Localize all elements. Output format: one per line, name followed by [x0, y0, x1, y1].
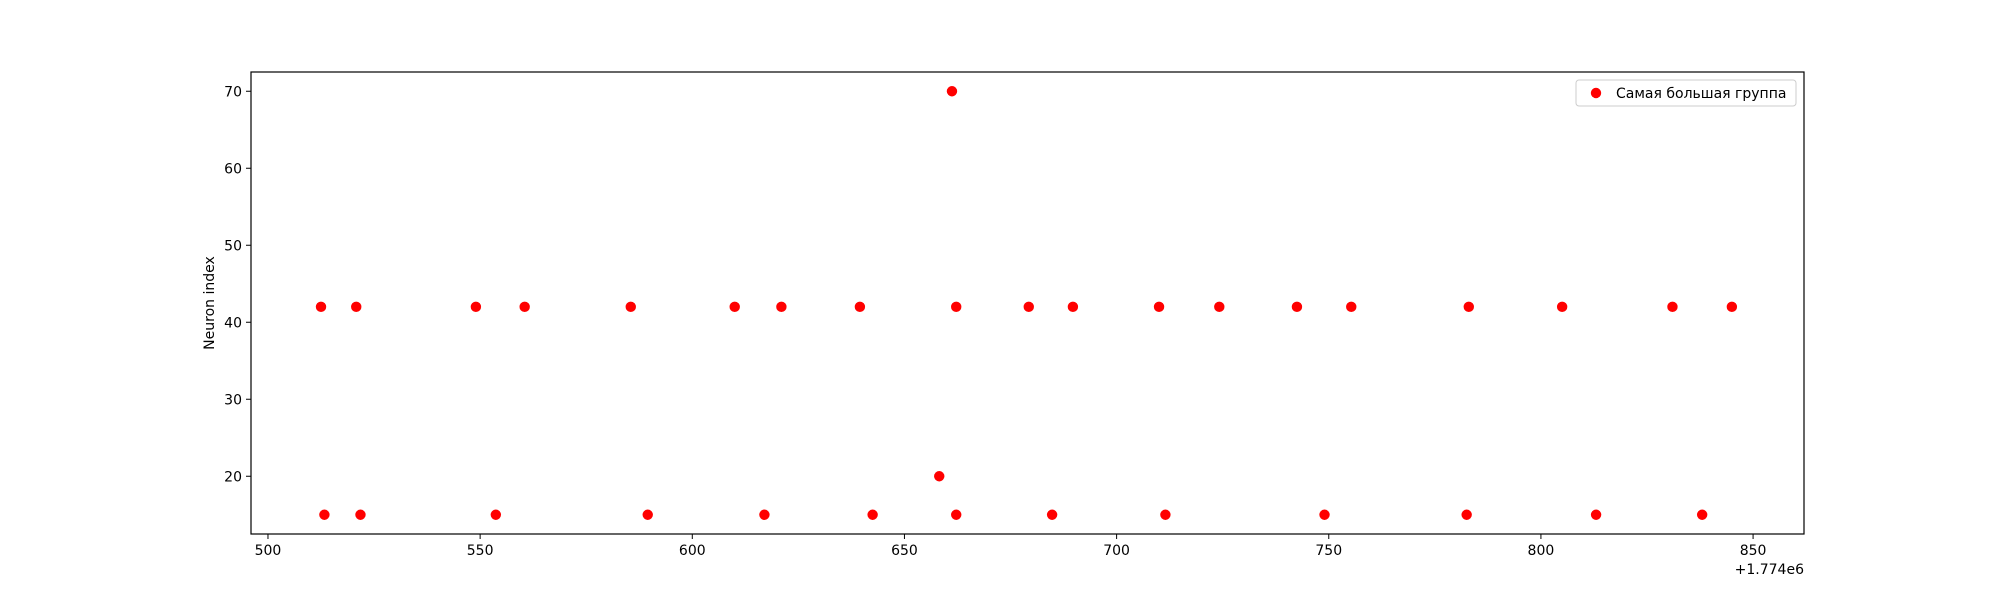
data-point: [470, 301, 482, 313]
axes-layer: 500 550 600 650 700 750 800 850 20 30 40 50 60 70: [224, 71, 1805, 559]
data-point: [315, 301, 327, 313]
data-point: [946, 86, 958, 97]
y-tick-label: 70: [224, 84, 242, 100]
x-axis-offset-label: +1.774e6: [1735, 562, 1804, 578]
data-point: [1590, 509, 1602, 520]
data-point: [1346, 301, 1357, 313]
x-tick-label: 850: [1740, 543, 1767, 559]
x-tick-label: 750: [1315, 543, 1342, 559]
y-tick-label: 20: [224, 469, 242, 485]
data-point: [1160, 509, 1171, 520]
data-point: [351, 301, 362, 313]
data-point: [1556, 301, 1568, 313]
data-point: [642, 509, 653, 520]
data-point: [319, 509, 330, 520]
data-point: [1667, 301, 1678, 313]
data-point: [1067, 301, 1079, 313]
data-point: [625, 301, 636, 313]
data-point: [1726, 301, 1738, 313]
data-point: [490, 509, 502, 520]
y-tick-label: 60: [224, 161, 242, 177]
data-point: [1153, 301, 1165, 313]
data-point: [1023, 301, 1034, 313]
data-point: [1214, 301, 1225, 313]
x-tick-label: 800: [1528, 543, 1555, 559]
data-point: [934, 471, 945, 482]
data-point: [867, 509, 878, 520]
legend-marker: [1590, 87, 1602, 99]
x-tick-label: 600: [679, 543, 706, 559]
y-tick-label: 30: [224, 392, 242, 408]
legend-box: [1575, 79, 1797, 107]
data-point: [355, 509, 366, 520]
data-point: [1463, 301, 1474, 313]
legend-label: Самая большая группа: [1616, 86, 1786, 102]
y-tick-label: 50: [224, 238, 242, 254]
x-tick-label: 550: [467, 543, 494, 559]
data-point: [951, 301, 962, 313]
data-point: [1319, 509, 1330, 520]
y-axis-label: Neuron index: [202, 256, 218, 350]
data-point: [854, 301, 866, 313]
x-tick-label: 650: [891, 543, 918, 559]
data-point: [1461, 509, 1472, 520]
data-point: [1291, 301, 1303, 313]
legend: Самая большая группа: [1575, 79, 1797, 107]
data-point: [519, 301, 530, 313]
points-layer: [315, 86, 1738, 520]
data-point: [759, 509, 770, 520]
data-point: [1696, 509, 1708, 520]
y-tick-label: 40: [224, 315, 242, 331]
x-tick-label: 500: [255, 543, 282, 559]
plot-frame: [250, 71, 1805, 535]
x-tick-label: 700: [1103, 543, 1130, 559]
data-point: [729, 301, 740, 313]
data-point: [1046, 509, 1058, 520]
data-point: [951, 509, 962, 520]
data-point: [776, 301, 787, 313]
